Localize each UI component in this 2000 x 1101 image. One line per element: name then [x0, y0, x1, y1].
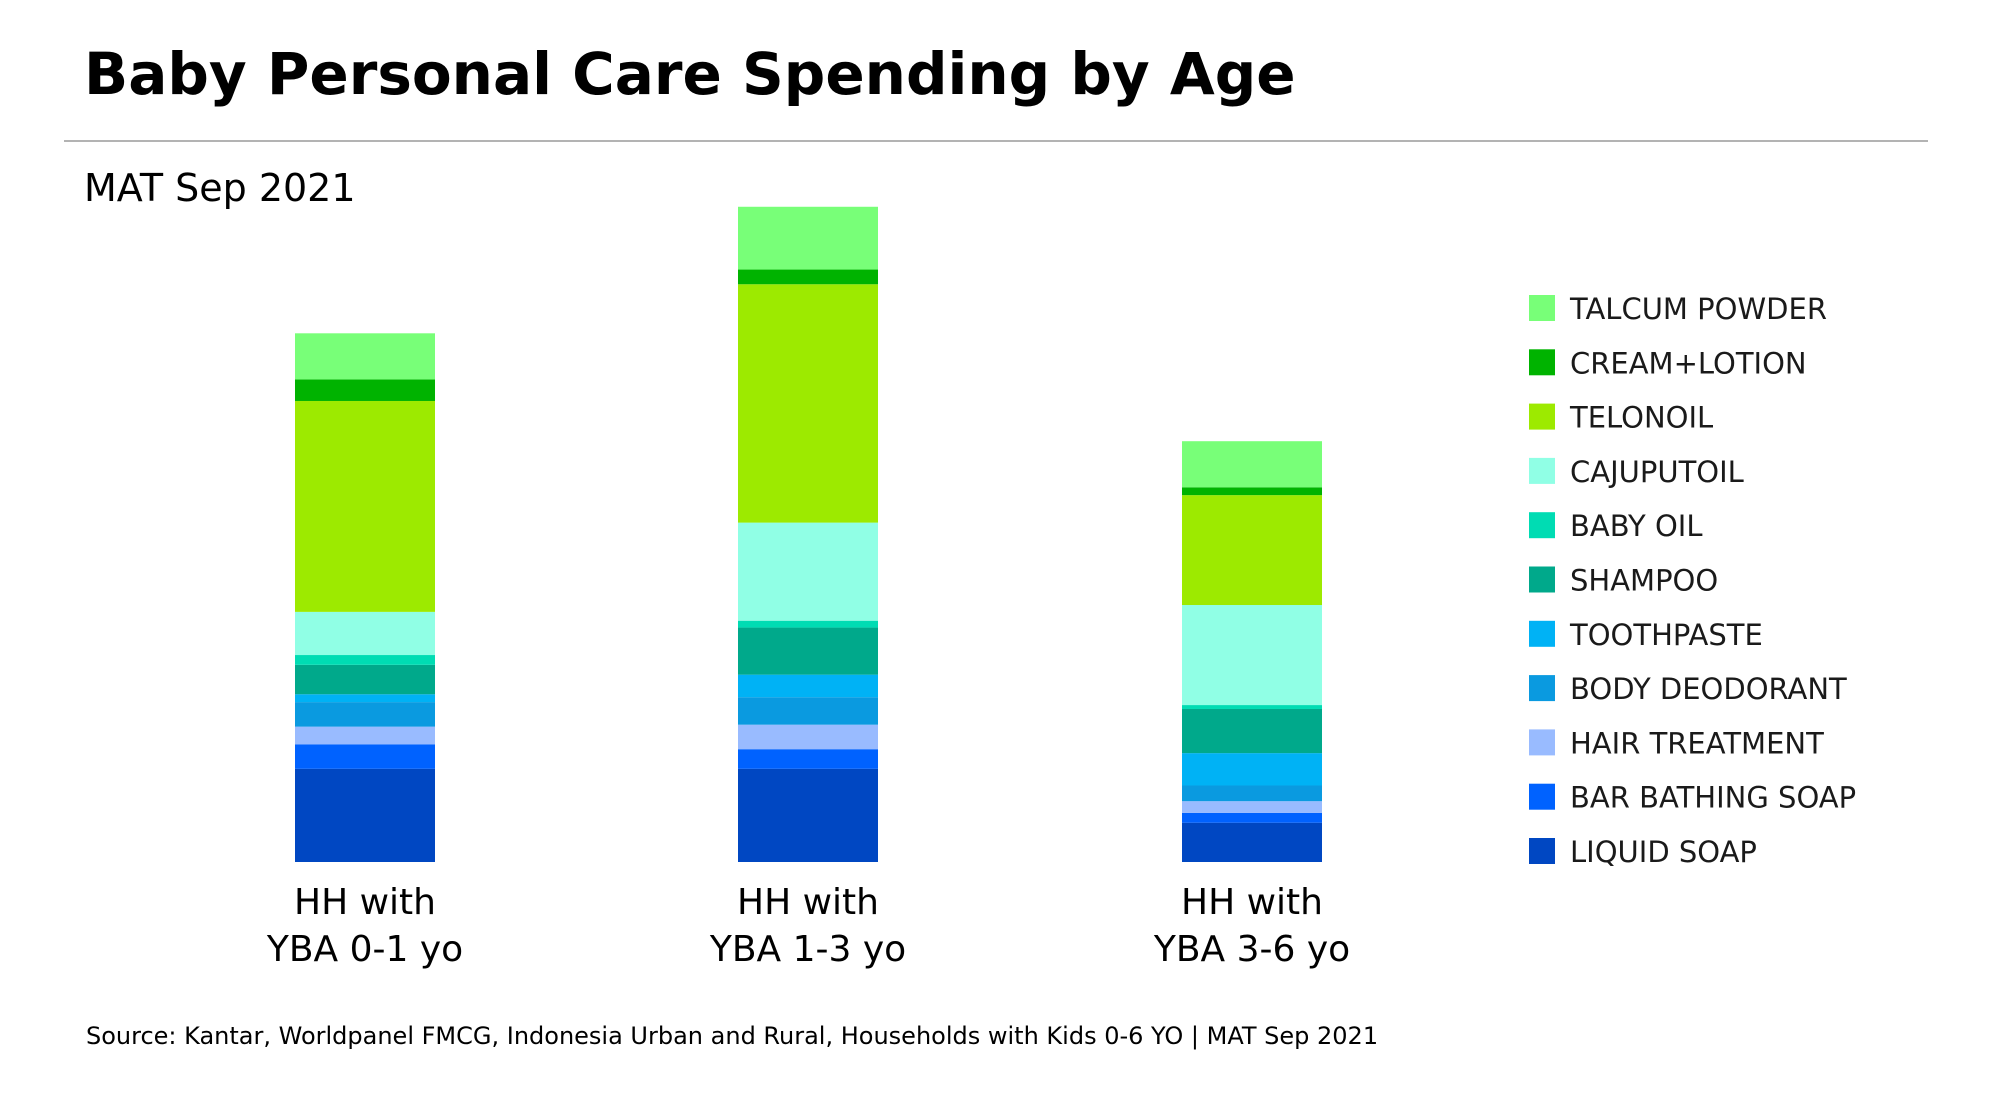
legend-swatch-cajuputoil	[1529, 457, 1555, 484]
legend-label-cream-lotion: CREAM+LOTION	[1570, 346, 1807, 380]
bar-segment-cajuputoil-3	[1182, 605, 1322, 706]
legend-label-bar-bathing-soap: BAR BATHING SOAP	[1570, 781, 1856, 815]
bar-segment-cream-lotion-2	[738, 269, 878, 285]
bar-segment-bar-bathing-soap-2	[738, 749, 878, 769]
bar-segment-baby-oil-3	[1182, 705, 1322, 709]
category-label-1-line-1: HH with	[294, 882, 436, 923]
bar-segment-telonoil-1	[295, 400, 435, 612]
bar-segment-baby-oil-1	[295, 655, 435, 665]
legend-label-liquid-soap: LIQUID SOAP	[1570, 835, 1757, 869]
legend-label-shampoo: SHAMPOO	[1570, 564, 1718, 598]
category-label-3-line-2: YBA 3-6 yo	[1153, 929, 1350, 970]
category-label-2-line-1: HH with	[737, 882, 879, 923]
chart-subtitle: MAT Sep 2021	[84, 166, 356, 210]
title-divider	[64, 140, 1928, 142]
legend-swatch-toothpaste	[1529, 620, 1555, 647]
bar-segment-shampoo-2	[738, 627, 878, 675]
legend-swatch-bar-bathing-soap	[1529, 783, 1555, 810]
bar-segment-telonoil-3	[1182, 495, 1322, 606]
bar-segment-body-deodorant-1	[295, 702, 435, 727]
legend-label-body-deodorant: BODY DEODORANT	[1570, 672, 1847, 706]
bar-segment-liquid-soap-1	[295, 768, 435, 862]
bar-segment-liquid-soap-3	[1182, 822, 1322, 862]
legend-swatch-talcum-powder	[1529, 295, 1555, 321]
legend-swatch-cream-lotion	[1529, 349, 1555, 376]
legend-label-baby-oil: BABY OIL	[1570, 509, 1703, 543]
legend-swatch-body-deodorant	[1529, 675, 1555, 702]
legend-swatch-shampoo	[1529, 566, 1555, 593]
legend-swatch-hair-treatment	[1529, 729, 1555, 756]
bars-group	[295, 206, 1322, 862]
bar-segment-liquid-soap-2	[738, 768, 878, 862]
category-label-1-line-2: YBA 0-1 yo	[266, 929, 463, 970]
legend-label-talcum-powder: TALCUM POWDER	[1569, 292, 1827, 326]
bar-segment-hair-treatment-3	[1182, 801, 1322, 813]
legend-swatch-baby-oil	[1529, 512, 1555, 539]
bar-segment-toothpaste-3	[1182, 753, 1322, 786]
bar-segment-toothpaste-1	[295, 694, 435, 703]
category-labels: HH with YBA 0-1 yo HH with YBA 1-3 yo HH wit…	[266, 882, 1350, 970]
chart-title: Baby Personal Care Spending by Age	[84, 40, 1296, 108]
bar-segment-bar-bathing-soap-1	[295, 744, 435, 769]
legend-label-cajuputoil: CAJUPUTOIL	[1570, 455, 1744, 489]
bar-segment-toothpaste-2	[738, 674, 878, 698]
bar-segment-cream-lotion-3	[1182, 487, 1322, 496]
legend: TALCUM POWDER CREAM+LOTION TELONOIL CAJUPUT…	[1529, 292, 1856, 869]
bar-segment-shampoo-3	[1182, 708, 1322, 754]
bar-segment-cream-lotion-1	[295, 379, 435, 401]
bar-segment-cajuputoil-1	[295, 611, 435, 656]
bar-segment-baby-oil-2	[738, 620, 878, 628]
bar-segment-talcum-powder-1	[295, 333, 435, 380]
legend-swatch-liquid-soap	[1529, 838, 1555, 864]
legend-swatch-telonoil	[1529, 403, 1555, 430]
bar-segment-bar-bathing-soap-3	[1182, 812, 1322, 823]
category-label-3-line-1: HH with	[1181, 882, 1323, 923]
bar-segment-body-deodorant-2	[738, 697, 878, 725]
legend-label-toothpaste: TOOTHPASTE	[1569, 618, 1763, 652]
bar-segment-hair-treatment-2	[738, 724, 878, 750]
category-label-2-line-2: YBA 1-3 yo	[709, 929, 906, 970]
bar-segment-body-deodorant-3	[1182, 785, 1322, 802]
source-note: Source: Kantar, Worldpanel FMCG, Indones…	[86, 1022, 1379, 1050]
bar-segment-cajuputoil-2	[738, 522, 878, 621]
bar-segment-talcum-powder-3	[1182, 441, 1322, 488]
bar-segment-hair-treatment-1	[295, 726, 435, 745]
legend-label-telonoil: TELONOIL	[1569, 401, 1713, 435]
bar-segment-telonoil-2	[738, 284, 878, 523]
bar-segment-shampoo-1	[295, 664, 435, 695]
bar-segment-talcum-powder-2	[738, 206, 878, 270]
legend-label-hair-treatment: HAIR TREATMENT	[1570, 726, 1824, 760]
